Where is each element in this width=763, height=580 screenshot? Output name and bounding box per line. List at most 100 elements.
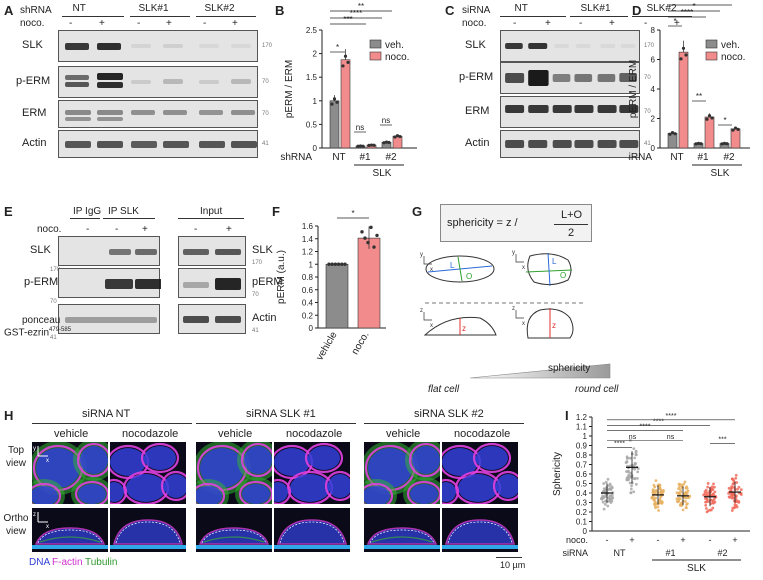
group-header: siRNA SLK #2 xyxy=(414,408,484,420)
blot-a-slk xyxy=(58,30,258,62)
data-point xyxy=(712,482,715,486)
chart-i: 00.10.20.30.40.50.60.70.80.911.11.2 Spher… xyxy=(552,413,750,574)
data-point xyxy=(629,491,633,495)
micrograph-top-view xyxy=(364,442,440,504)
mw-marker: 170 xyxy=(50,267,61,273)
data-point xyxy=(335,100,339,104)
micrograph-ortho-view xyxy=(196,508,272,552)
axis-z: z xyxy=(512,306,515,312)
tick-label: 6 xyxy=(651,56,656,65)
axis-y: y xyxy=(33,446,36,452)
band xyxy=(105,279,133,289)
data-point xyxy=(610,493,614,497)
letter-o: O xyxy=(466,272,472,281)
blot-label-gst-ezrin: GST-ezrin479-585 xyxy=(4,327,72,339)
data-point xyxy=(683,480,687,484)
data-point xyxy=(660,502,664,505)
data-point xyxy=(733,506,736,510)
data-point xyxy=(651,488,655,492)
noco-mark: - xyxy=(86,224,90,235)
data-point xyxy=(707,500,710,503)
data-point xyxy=(705,117,709,121)
slk-group-label: SLK xyxy=(373,168,392,179)
data-point xyxy=(734,504,738,507)
sirna-row-label: siRNA xyxy=(462,5,491,16)
band xyxy=(505,105,525,113)
data-point xyxy=(727,495,731,499)
round-cell-side xyxy=(526,308,574,339)
data-point xyxy=(653,502,656,506)
data-point xyxy=(625,457,629,460)
panel-label-f: F xyxy=(272,204,280,219)
band xyxy=(574,105,594,113)
data-point xyxy=(398,134,402,139)
data-point xyxy=(628,481,632,485)
blot-c-actin xyxy=(500,130,640,158)
data-point xyxy=(628,456,632,460)
blot-label-slk: SLK xyxy=(465,39,486,51)
data-point xyxy=(733,126,738,130)
shrna-row-label: shRNA xyxy=(20,5,52,16)
significance-label: **** xyxy=(653,419,664,426)
data-point xyxy=(629,471,633,475)
data-point xyxy=(735,481,739,484)
noco-mark: - xyxy=(69,18,73,29)
data-point xyxy=(734,476,738,480)
band xyxy=(620,44,636,48)
scale-bar xyxy=(496,557,522,558)
y-axis-label: Sphericity xyxy=(552,452,563,496)
data-point xyxy=(677,482,681,486)
tick-label: 0.8 xyxy=(576,451,588,460)
data-point xyxy=(627,476,631,480)
band xyxy=(552,105,572,113)
data-point xyxy=(372,143,376,147)
letter-l: L xyxy=(450,261,455,270)
tick-label: 2 xyxy=(651,115,656,124)
bar-noco-NT xyxy=(678,51,689,149)
data-point xyxy=(384,140,389,144)
tick-label: 8 xyxy=(651,26,656,35)
data-point xyxy=(369,225,373,230)
band xyxy=(215,316,241,323)
noco-mark: + xyxy=(142,224,148,235)
noco-mark: - xyxy=(644,18,648,29)
band xyxy=(183,282,209,288)
panel-label-d: D xyxy=(632,3,642,18)
data-point xyxy=(675,491,679,495)
noco-mark: - xyxy=(513,18,517,29)
significance-label: * xyxy=(673,17,676,26)
axis-z: z xyxy=(33,512,36,518)
formula-denominator: 2 xyxy=(568,227,575,239)
band xyxy=(131,80,151,84)
data-point xyxy=(731,493,735,497)
chart-b: 0 0.5 1 1.5 2 2.5 pERM / ERM NT #1 #2 SLK shRNA veh.… xyxy=(280,2,417,179)
band xyxy=(597,74,616,82)
flat-cell-label: flat cell xyxy=(428,384,460,395)
noco-mark: - xyxy=(579,18,583,29)
data-point xyxy=(681,508,685,512)
data-point xyxy=(709,486,712,490)
data-point xyxy=(340,262,344,266)
y-axis-label: pERM / ERM xyxy=(284,60,295,118)
band xyxy=(109,249,131,255)
data-point xyxy=(706,482,710,485)
band xyxy=(65,317,157,323)
legend-item: veh. xyxy=(721,40,740,51)
data-point xyxy=(610,485,613,488)
data-point xyxy=(720,142,724,146)
data-point xyxy=(739,493,743,496)
data-point xyxy=(732,496,735,500)
data-point xyxy=(710,116,714,120)
tick-label: 1.5 xyxy=(306,73,318,82)
data-point xyxy=(696,141,701,145)
tick-label: 0.1 xyxy=(576,518,588,527)
noco-mark: + xyxy=(609,18,615,29)
slk-group-label: SLK xyxy=(711,168,730,179)
blot-label-slk: SLK xyxy=(30,244,51,256)
data-point xyxy=(682,482,686,486)
data-point xyxy=(333,262,338,266)
data-point xyxy=(633,467,637,471)
data-point xyxy=(330,102,334,106)
data-point xyxy=(604,487,608,491)
